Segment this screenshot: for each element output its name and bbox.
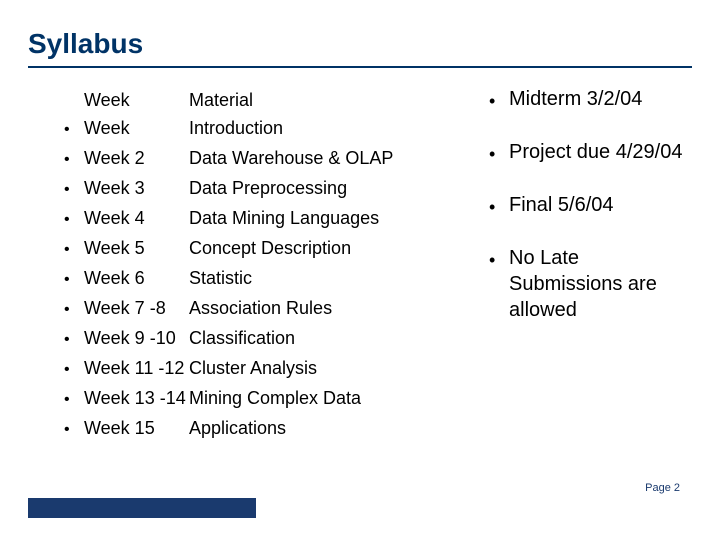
schedule-material: Mining Complex Data	[189, 384, 473, 412]
list-item: •Week 7 -8Association Rules	[64, 294, 473, 324]
schedule-week: Week 6	[84, 264, 189, 292]
page-number: Page 2	[645, 482, 680, 494]
list-item: •Week 11 -12Cluster Analysis	[64, 354, 473, 384]
bullet-icon: •	[64, 116, 84, 144]
slide: Syllabus Week Material •WeekIntroduction…	[0, 0, 720, 540]
notes-column: •Midterm 3/2/04•Project due 4/29/04•Fina…	[483, 86, 692, 444]
bullet-icon: •	[64, 176, 84, 204]
bullet-icon: •	[64, 356, 84, 384]
schedule-week: Week 2	[84, 144, 189, 172]
schedule-material: Concept Description	[189, 234, 473, 262]
bullet-icon: •	[64, 146, 84, 174]
schedule-week: Week 13 -14	[84, 384, 189, 412]
schedule-column: Week Material •WeekIntroduction•Week 2Da…	[28, 86, 473, 444]
schedule-material: Data Warehouse & OLAP	[189, 144, 473, 172]
list-item: •Week 9 -10Classification	[64, 324, 473, 354]
bullet-icon: •	[64, 416, 84, 444]
schedule-week: Week 3	[84, 174, 189, 202]
schedule-header: Week Material	[84, 86, 473, 114]
schedule-week: Week 9 -10	[84, 324, 189, 352]
schedule-material: Classification	[189, 324, 473, 352]
list-item: •Week 4Data Mining Languages	[64, 204, 473, 234]
list-item: •Week 15Applications	[64, 414, 473, 444]
schedule-list: •WeekIntroduction•Week 2Data Warehouse &…	[64, 114, 473, 444]
schedule-material: Data Mining Languages	[189, 204, 473, 232]
bullet-icon: •	[64, 326, 84, 354]
list-item: •Week 2Data Warehouse & OLAP	[64, 144, 473, 174]
schedule-week: Week 15	[84, 414, 189, 442]
note-text: Midterm 3/2/04	[509, 86, 692, 112]
list-item: •Midterm 3/2/04	[489, 86, 692, 115]
schedule-material: Introduction	[189, 114, 473, 142]
footer-bar	[28, 498, 256, 518]
list-item: •Week 6Statistic	[64, 264, 473, 294]
bullet-icon: •	[64, 206, 84, 234]
schedule-header-material: Material	[189, 86, 253, 114]
content-columns: Week Material •WeekIntroduction•Week 2Da…	[28, 86, 692, 444]
notes-list: •Midterm 3/2/04•Project due 4/29/04•Fina…	[489, 86, 692, 323]
bullet-icon: •	[64, 236, 84, 264]
schedule-material: Applications	[189, 414, 473, 442]
schedule-week: Week 4	[84, 204, 189, 232]
schedule-material: Statistic	[189, 264, 473, 292]
list-item: •Project due 4/29/04	[489, 139, 692, 168]
list-item: •WeekIntroduction	[64, 114, 473, 144]
bullet-icon: •	[489, 245, 509, 274]
note-text: Final 5/6/04	[509, 192, 692, 218]
list-item: •Week 13 -14Mining Complex Data	[64, 384, 473, 414]
bullet-icon: •	[64, 386, 84, 414]
schedule-week: Week	[84, 114, 189, 142]
bullet-icon: •	[489, 192, 509, 221]
list-item: •Final 5/6/04	[489, 192, 692, 221]
schedule-week: Week 7 -8	[84, 294, 189, 322]
page-title: Syllabus	[28, 28, 692, 68]
list-item: •No Late Submissions are allowed	[489, 245, 692, 323]
bullet-icon: •	[64, 296, 84, 324]
schedule-material: Association Rules	[189, 294, 473, 322]
note-text: No Late Submissions are allowed	[509, 245, 692, 323]
list-item: •Week 5Concept Description	[64, 234, 473, 264]
schedule-week: Week 11 -12	[84, 354, 189, 382]
list-item: •Week 3Data Preprocessing	[64, 174, 473, 204]
note-text: Project due 4/29/04	[509, 139, 692, 165]
bullet-icon: •	[64, 266, 84, 294]
bullet-icon: •	[489, 86, 509, 115]
schedule-week: Week 5	[84, 234, 189, 262]
schedule-header-week: Week	[84, 86, 189, 114]
bullet-icon: •	[489, 139, 509, 168]
schedule-material: Data Preprocessing	[189, 174, 473, 202]
schedule-material: Cluster Analysis	[189, 354, 473, 382]
